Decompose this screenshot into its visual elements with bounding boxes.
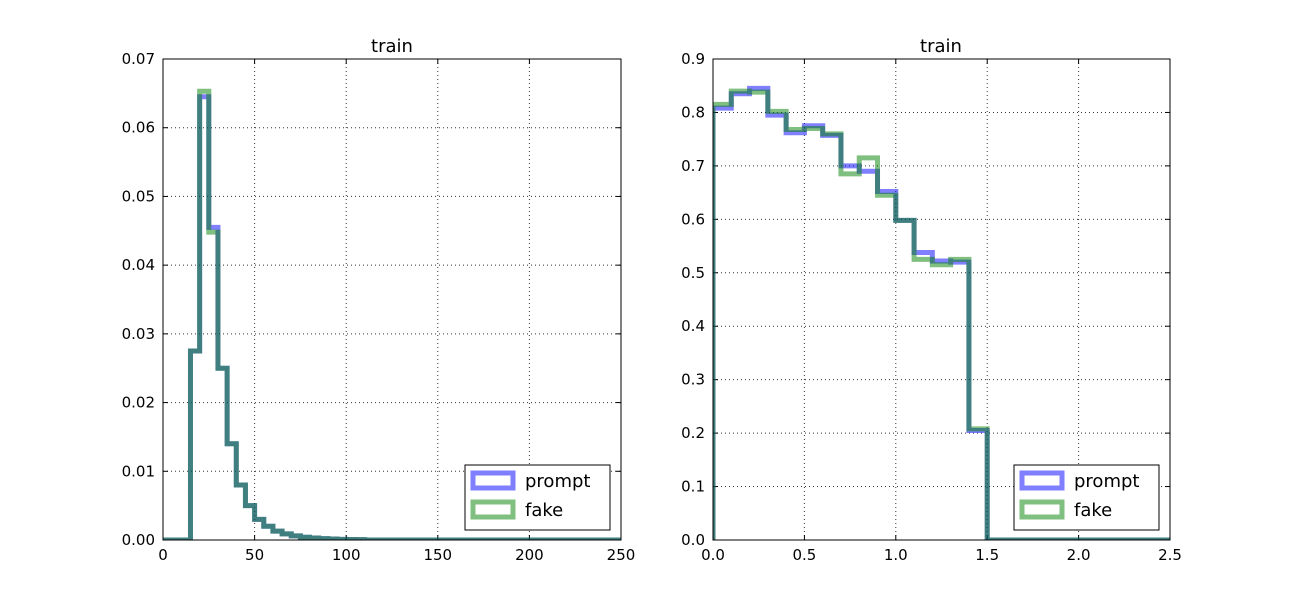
y-tick-label: 0.6	[681, 210, 705, 228]
x-tick-label: 50	[245, 546, 264, 564]
legend-swatch-prompt	[470, 470, 516, 491]
legend: prompt fake	[1013, 464, 1160, 531]
x-tick-label: 0	[158, 546, 168, 564]
x-tick-label: 250	[607, 546, 636, 564]
x-tick-label: 0.0	[701, 546, 725, 564]
legend-label-fake: fake	[1074, 500, 1112, 521]
y-tick-label: 0.0	[681, 531, 705, 549]
x-tick-label: 1.0	[884, 546, 908, 564]
y-tick-label: 0.4	[681, 317, 705, 335]
y-tick-label: 0.9	[681, 50, 705, 68]
x-tick-label: 150	[423, 546, 452, 564]
y-tick-label: 0.06	[122, 119, 155, 137]
right-chart-title: train	[920, 36, 962, 57]
series-fake-step	[163, 88, 621, 540]
y-tick-label: 0.7	[681, 157, 705, 175]
legend-swatch-prompt	[1019, 470, 1065, 491]
x-tick-label: 2.0	[1067, 546, 1091, 564]
y-tick-label: 0.1	[681, 478, 705, 496]
y-tick-label: 0.04	[122, 256, 155, 274]
y-tick-label: 0.00	[122, 531, 155, 549]
plot-frame	[712, 58, 1171, 541]
y-tick-label: 0.07	[122, 50, 155, 68]
y-tick-label: 0.5	[681, 264, 705, 282]
y-tick-label: 0.2	[681, 424, 705, 442]
y-tick-label: 0.02	[122, 394, 155, 412]
right-histogram-panel: train 0.0 0.5 1.0 1.5 2.0 2.5 0.0 0.1 0.2 0.3 0.4 0…	[681, 36, 1182, 564]
legend-label-fake: fake	[525, 500, 563, 521]
x-tick-label: 0.5	[792, 546, 816, 564]
y-tick-label: 0.8	[681, 103, 705, 121]
legend: prompt fake	[464, 464, 611, 531]
legend-swatch-fake	[1019, 499, 1065, 520]
x-tick-label: 100	[332, 546, 361, 564]
plot-frame	[162, 58, 622, 541]
x-tick-label: 2.5	[1158, 546, 1182, 564]
x-tick-label: 1.5	[975, 546, 999, 564]
x-tick-label: 200	[515, 546, 544, 564]
y-tick-label: 0.01	[122, 462, 155, 480]
y-tick-label: 0.3	[681, 371, 705, 389]
y-tick-label: 0.03	[122, 325, 155, 343]
series-fake-step	[713, 88, 1170, 540]
left-chart-title: train	[371, 36, 413, 57]
legend-label-prompt: prompt	[525, 471, 590, 492]
legend-label-prompt: prompt	[1074, 471, 1139, 492]
legend-swatch-fake	[470, 499, 516, 520]
y-tick-label: 0.05	[122, 187, 155, 205]
left-histogram-panel: train 0 50 100 150 200 250 0.00 0.01 0.02 0.03 0.0…	[122, 36, 636, 564]
